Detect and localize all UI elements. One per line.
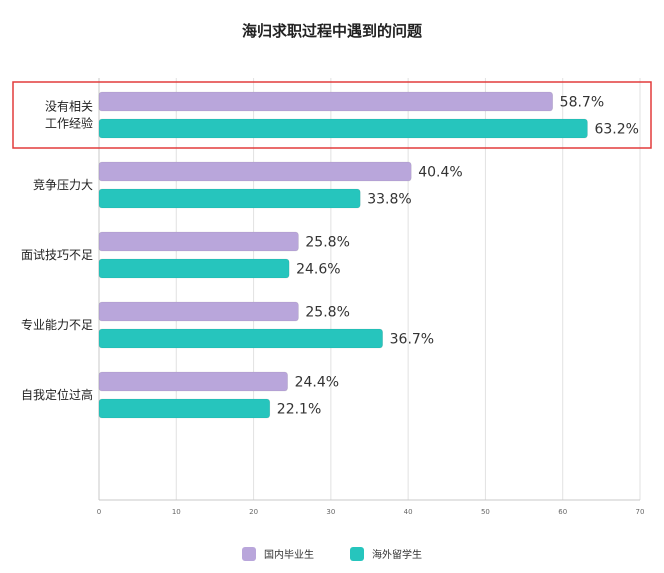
bar — [98, 91, 553, 112]
grid-lines — [98, 78, 641, 501]
x-tick-label: 50 — [481, 508, 490, 516]
bar — [98, 328, 383, 349]
bar — [98, 118, 588, 139]
bar — [98, 301, 299, 322]
data-label: 36.7% — [390, 332, 434, 348]
bar — [98, 258, 290, 279]
bar — [98, 398, 271, 419]
x-tick-label: 10 — [172, 508, 181, 516]
legend-item: 海外留学生 — [350, 546, 422, 561]
bar — [98, 371, 288, 392]
bars — [98, 91, 588, 419]
legend-swatch — [242, 546, 256, 561]
legend-label: 海外留学生 — [372, 550, 422, 561]
data-label: 58.7% — [560, 95, 604, 111]
bar — [98, 188, 361, 209]
highlight-box — [12, 81, 652, 149]
data-label: 24.6% — [296, 262, 340, 278]
x-tick-label: 70 — [636, 508, 645, 516]
x-tick-label: 0 — [97, 508, 101, 516]
data-label: 25.8% — [305, 305, 349, 321]
data-label: 22.1% — [277, 402, 321, 418]
data-label: 63.2% — [594, 122, 638, 138]
chart-title: 海归求职过程中遇到的问题 — [241, 22, 422, 40]
data-label: 25.8% — [305, 235, 349, 251]
x-tick-label: 20 — [249, 508, 258, 516]
legend: 国内毕业生 海外留学生 — [0, 546, 664, 561]
legend-item: 国内毕业生 — [242, 546, 314, 561]
category-label: 自我定位过高 — [21, 387, 93, 402]
data-label: 40.4% — [418, 165, 462, 181]
legend-swatch — [350, 546, 364, 561]
data-label: 24.4% — [295, 375, 339, 391]
legend-label: 国内毕业生 — [264, 550, 314, 561]
bar — [98, 231, 299, 252]
data-label: 33.8% — [367, 192, 411, 208]
category-label: 工作经验 — [45, 116, 93, 131]
category-label: 面试技巧不足 — [21, 247, 93, 262]
x-tick-label: 30 — [326, 508, 335, 516]
x-tick-label: 60 — [558, 508, 567, 516]
category-label: 竞争压力大 — [33, 178, 93, 192]
category-label: 专业能力不足 — [21, 317, 93, 332]
bar — [98, 161, 412, 182]
category-label: 没有相关 — [45, 99, 93, 114]
x-tick-label: 40 — [404, 508, 413, 516]
